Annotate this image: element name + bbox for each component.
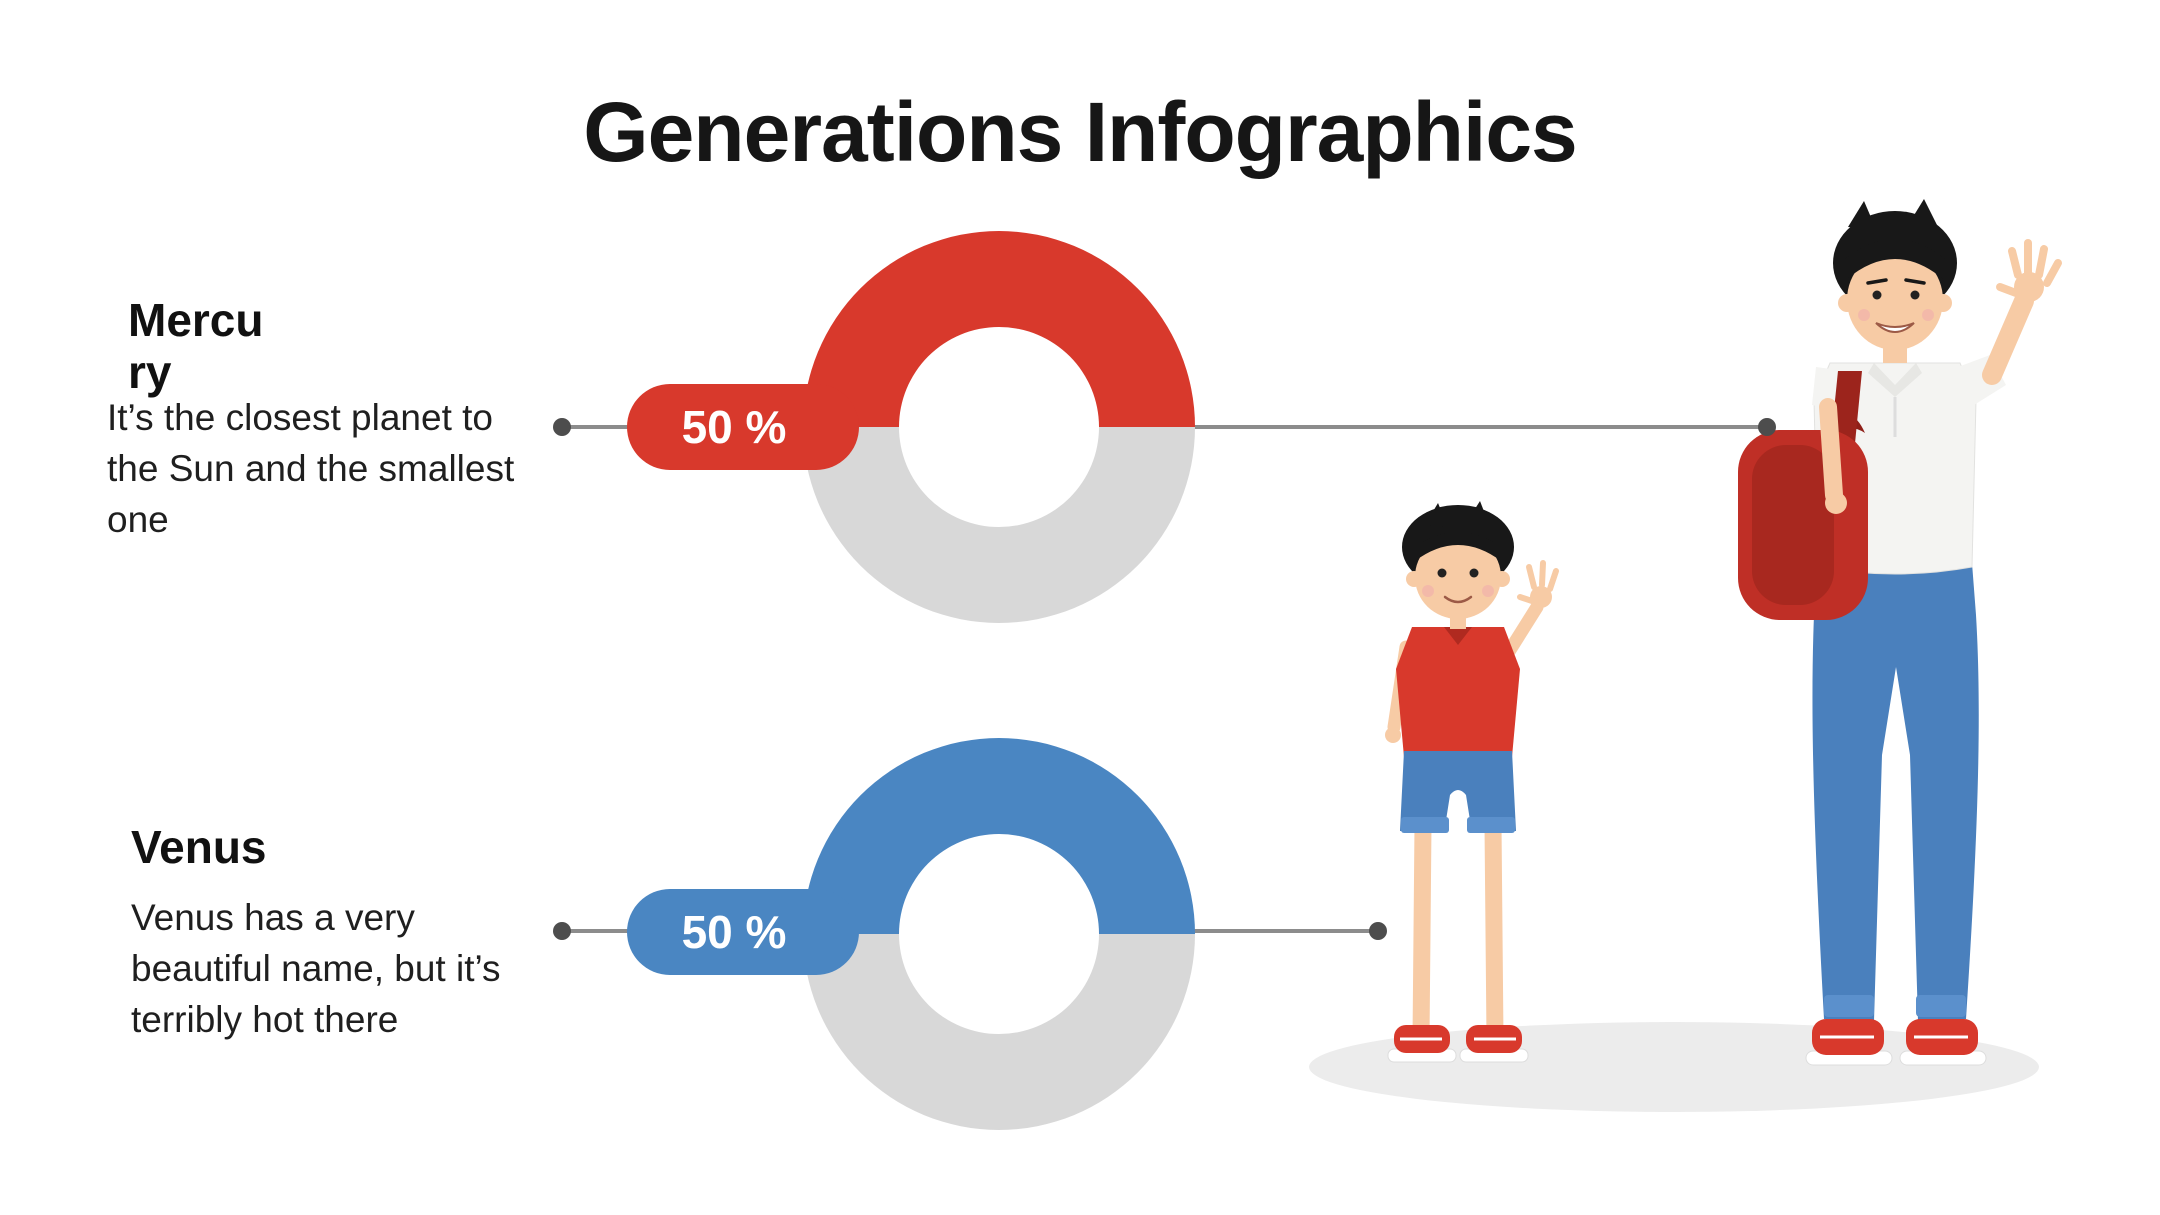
donut-chart-mercury	[803, 231, 1195, 623]
section-description-mercury: It’s the closest planet to the Sun and t…	[107, 397, 515, 541]
page-title: Generations Infographics	[583, 85, 1578, 179]
waving-boy-figure	[1385, 501, 1559, 1063]
percent-badge-mercury: 50 %	[627, 384, 859, 470]
connector-dot-right-venus	[1369, 922, 1387, 940]
section-heading-mercury: Mercury	[128, 294, 264, 398]
section-description-venus: Venus has a very beautiful name, but it’…	[131, 897, 501, 1041]
percent-badge-venus: 50 %	[627, 889, 859, 975]
percent-label-mercury: 50 %	[681, 401, 787, 453]
donut-chart-venus	[803, 738, 1195, 1130]
percent-label-venus: 50 %	[681, 906, 787, 958]
connector-dot-left-venus	[553, 922, 571, 940]
illustration-waving-man-and-boy	[1309, 199, 2062, 1112]
connector-dot-right-mercury	[1758, 418, 1776, 436]
waving-man-figure	[1738, 199, 2062, 1066]
connector-dot-left-mercury	[553, 418, 571, 436]
section-heading-venus: Venus	[131, 821, 267, 873]
